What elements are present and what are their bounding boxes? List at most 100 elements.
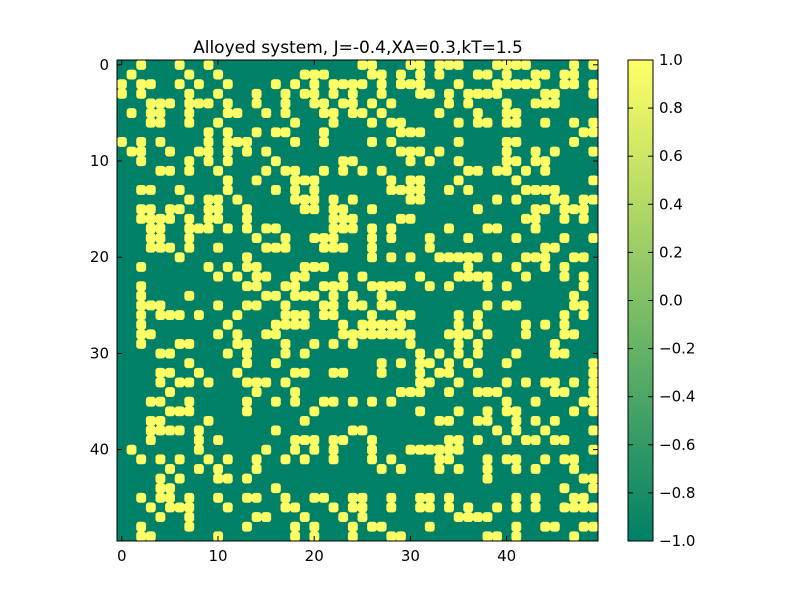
heatmap-cell <box>415 79 425 89</box>
heatmap-cell <box>281 89 291 99</box>
heatmap-cell <box>483 329 493 339</box>
heatmap-cell <box>454 320 464 330</box>
heatmap-cell <box>425 522 435 532</box>
heatmap-cell <box>454 272 464 282</box>
heatmap-cell <box>511 60 521 70</box>
heatmap-cell <box>309 493 319 503</box>
heatmap-cell <box>338 435 348 445</box>
heatmap-cell <box>502 281 512 291</box>
heatmap-cell <box>117 79 127 89</box>
heatmap-cell <box>252 464 262 474</box>
heatmap-cell <box>377 464 387 474</box>
heatmap-cell <box>588 89 598 99</box>
heatmap-cell <box>329 503 339 513</box>
heatmap-cell <box>261 166 271 176</box>
colorbar-tick-label: −0.6 <box>659 436 695 454</box>
heatmap-cell <box>367 137 377 147</box>
heatmap-cell <box>358 503 368 513</box>
heatmap-cell <box>434 252 444 262</box>
heatmap-cell <box>329 243 339 253</box>
heatmap-cell <box>213 464 223 474</box>
colorbar-tick-label: −0.8 <box>659 484 695 502</box>
heatmap-cell <box>425 503 435 513</box>
heatmap-cell <box>569 118 579 128</box>
heatmap-cell <box>396 127 406 137</box>
heatmap-cell <box>329 89 339 99</box>
heatmap-cell <box>511 426 521 436</box>
heatmap-cell <box>540 320 550 330</box>
x-tick-label: 10 <box>208 547 227 565</box>
heatmap-cell <box>348 339 358 349</box>
heatmap-cell <box>406 175 416 185</box>
heatmap-cell <box>184 493 194 503</box>
heatmap-cell <box>204 214 214 224</box>
heatmap-cell <box>329 79 339 89</box>
heatmap-cell <box>155 349 165 359</box>
heatmap-cell <box>502 301 512 311</box>
heatmap-cell <box>367 320 377 330</box>
heatmap-cell <box>223 108 233 118</box>
heatmap-cell <box>300 204 310 214</box>
heatmap-cell <box>146 301 156 311</box>
heatmap-cell <box>290 320 300 330</box>
heatmap-cell <box>223 454 233 464</box>
heatmap-cell <box>483 512 493 522</box>
heatmap-cell <box>406 310 416 320</box>
heatmap-cell <box>444 281 454 291</box>
heatmap-cell <box>521 435 531 445</box>
heatmap-cell <box>338 214 348 224</box>
heatmap-cell <box>136 320 146 330</box>
heatmap-cell <box>223 98 233 108</box>
heatmap-cell <box>386 397 396 407</box>
heatmap-cell <box>281 281 291 291</box>
heatmap-cell <box>271 358 281 368</box>
heatmap-cell <box>434 349 444 359</box>
heatmap-cell <box>492 195 502 205</box>
x-tick-label: 40 <box>497 547 516 565</box>
heatmap-cell <box>492 89 502 99</box>
heatmap-cell <box>319 301 329 311</box>
heatmap-cell <box>348 397 358 407</box>
heatmap-cell <box>386 531 396 541</box>
heatmap-cell <box>425 243 435 253</box>
heatmap-cell <box>560 435 570 445</box>
heatmap-cell <box>396 310 406 320</box>
heatmap-cell <box>184 291 194 301</box>
heatmap-cell <box>281 339 291 349</box>
heatmap-cell <box>377 291 387 301</box>
heatmap-cell <box>155 416 165 426</box>
heatmap-cell <box>184 503 194 513</box>
y-tick-label: 30 <box>90 344 109 362</box>
heatmap-cell <box>425 445 435 455</box>
heatmap-cell <box>579 493 589 503</box>
heatmap-cell <box>511 416 521 426</box>
heatmap-cell <box>579 272 589 282</box>
heatmap-cell <box>155 243 165 253</box>
heatmap-cell <box>531 214 541 224</box>
heatmap-cell <box>588 387 598 397</box>
heatmap-cell <box>242 281 252 291</box>
heatmap-cell <box>483 301 493 311</box>
heatmap-cell <box>242 147 252 157</box>
heatmap-cell <box>454 329 464 339</box>
heatmap-cell <box>281 301 291 311</box>
heatmap-cell <box>463 329 473 339</box>
heatmap-cell <box>136 522 146 532</box>
heatmap-cell <box>367 118 377 128</box>
heatmap-cell <box>463 233 473 243</box>
heatmap-cell <box>136 79 146 89</box>
heatmap-cell <box>232 137 242 147</box>
heatmap-cell <box>223 224 233 234</box>
heatmap-cell <box>232 310 242 320</box>
heatmap-cell <box>425 233 435 243</box>
heatmap-cell <box>502 70 512 80</box>
heatmap-cell <box>155 224 165 234</box>
heatmap-cell <box>444 503 454 513</box>
heatmap-cell <box>309 175 319 185</box>
heatmap-cell <box>136 89 146 99</box>
heatmap-cell <box>319 243 329 253</box>
heatmap-cell <box>531 397 541 407</box>
heatmap-cell <box>136 214 146 224</box>
heatmap-cell <box>386 329 396 339</box>
heatmap-cell <box>463 98 473 108</box>
